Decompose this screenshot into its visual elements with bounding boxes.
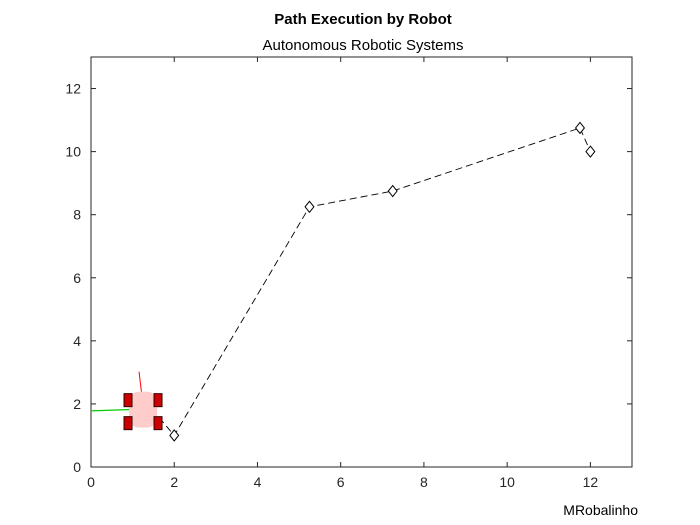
y-tick-label: 12 [65, 81, 81, 97]
y-tick-label: 6 [73, 270, 81, 286]
robot-body [129, 391, 158, 428]
x-tick-label: 6 [337, 474, 345, 490]
x-tick-label: 2 [170, 474, 178, 490]
y-tick-label: 10 [65, 144, 81, 160]
x-tick-label: 8 [420, 474, 428, 490]
chart-title: Path Execution by Robot [274, 11, 452, 28]
robot-wheel [153, 416, 163, 431]
robot-wheel [123, 416, 133, 431]
plot-area [90, 56, 633, 468]
y-tick-label: 4 [73, 333, 81, 349]
robot-wheel [123, 393, 133, 408]
robot-wheel [153, 393, 163, 408]
y-tick-label: 0 [73, 459, 81, 475]
y-tick-label: 8 [73, 207, 81, 223]
waypoint-marker [387, 184, 398, 198]
axis-tick-labels: 0 2 4 6 8 10 12 0 2 4 6 8 10 12 [65, 81, 598, 490]
plot-content [90, 121, 596, 442]
waypoint-marker [169, 429, 180, 442]
x-tick-label: 10 [499, 474, 515, 490]
author-credit: MRobalinho [563, 502, 638, 518]
robot-icon [123, 371, 163, 431]
y-tick-label: 2 [73, 396, 81, 412]
axis-ticks [90, 57, 632, 468]
waypoint-marker [574, 121, 586, 135]
chart-subtitle: Autonomous Robotic Systems [263, 37, 464, 54]
waypoint-marker [304, 200, 315, 214]
x-tick-label: 0 [87, 474, 95, 490]
x-tick-label: 12 [583, 474, 599, 490]
x-tick-label: 4 [254, 474, 262, 490]
waypoint-marker [585, 145, 596, 158]
